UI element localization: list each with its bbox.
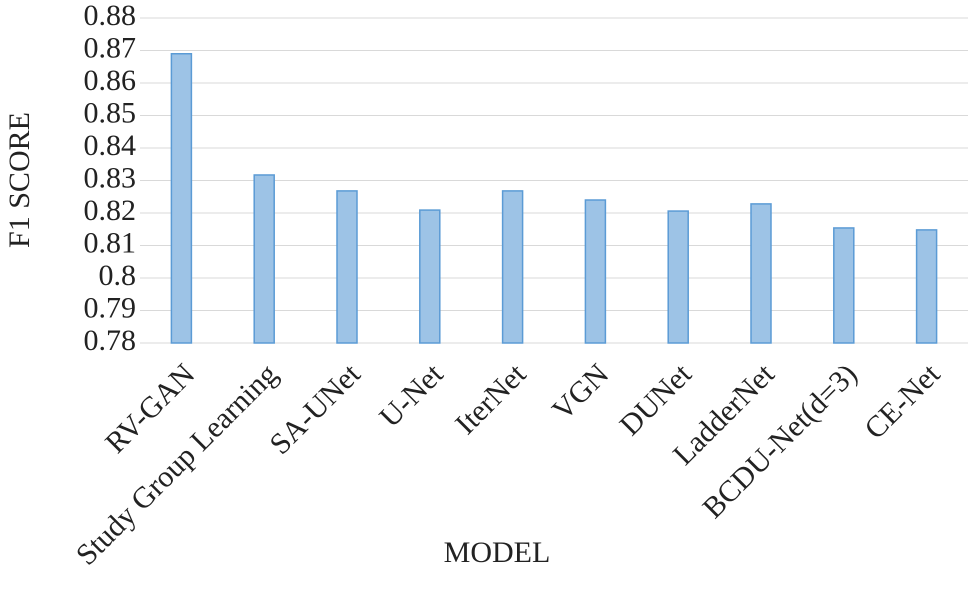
y-tick-label: 0.84 [84, 129, 137, 162]
x-tick-label: BCDU-Net(d=3) [696, 357, 863, 524]
x-axis-title: MODEL [444, 536, 551, 569]
y-tick-label: 0.78 [84, 324, 137, 357]
bar [915, 229, 938, 344]
bar [170, 53, 193, 344]
y-tick-label: 0.8 [99, 259, 137, 292]
y-tick-label: 0.88 [84, 0, 137, 32]
bar [419, 209, 441, 344]
y-axis-title: F1 SCORE [3, 112, 36, 248]
bar [501, 190, 524, 344]
y-tick-label: 0.87 [84, 31, 137, 64]
bar [667, 210, 689, 344]
x-tick-label: IterNet [449, 357, 533, 441]
bar [833, 227, 855, 344]
x-tick-label: CE-Net [858, 357, 947, 446]
x-tick-label: VGN [546, 357, 615, 426]
bar [336, 190, 358, 344]
y-tick-label: 0.81 [84, 226, 137, 259]
y-tick-label: 0.82 [84, 194, 137, 227]
y-tick-label: 0.86 [84, 64, 137, 97]
x-tick-label: U-Net [373, 357, 450, 434]
y-tick-label: 0.83 [84, 161, 137, 194]
bar [750, 203, 772, 344]
y-tick-label: 0.85 [84, 96, 137, 129]
x-tick-label: SA-UNet [263, 357, 367, 461]
y-tick-label: 0.79 [84, 291, 137, 324]
bar [584, 199, 607, 344]
bar [253, 174, 275, 344]
